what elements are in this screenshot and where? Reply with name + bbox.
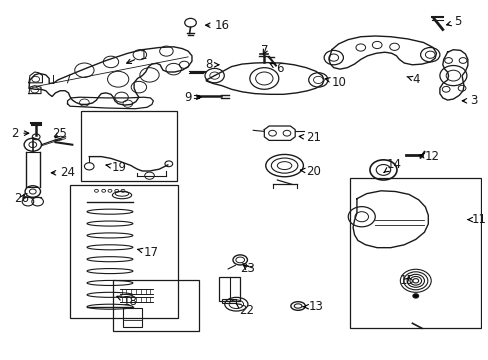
Text: 18: 18 xyxy=(117,295,138,308)
Text: 9: 9 xyxy=(184,91,201,104)
Bar xyxy=(123,308,142,327)
Text: 8: 8 xyxy=(204,58,219,71)
Text: 1: 1 xyxy=(126,49,147,63)
Text: 26: 26 xyxy=(15,192,29,204)
Bar xyxy=(70,185,178,318)
Bar xyxy=(81,111,176,181)
Text: 6: 6 xyxy=(269,62,283,75)
Text: 7: 7 xyxy=(261,44,268,57)
Bar xyxy=(113,280,199,331)
Text: 13: 13 xyxy=(303,300,323,313)
Text: 4: 4 xyxy=(406,73,419,86)
Text: 17: 17 xyxy=(138,246,159,259)
Circle shape xyxy=(412,294,418,298)
Text: 3: 3 xyxy=(461,94,477,107)
Bar xyxy=(219,277,239,301)
Text: 16: 16 xyxy=(205,19,229,32)
Text: 25: 25 xyxy=(52,127,67,140)
Text: 2: 2 xyxy=(11,127,29,140)
Text: 21: 21 xyxy=(299,131,321,144)
Text: 22: 22 xyxy=(235,303,253,317)
Text: 5: 5 xyxy=(446,15,461,28)
Text: 14: 14 xyxy=(383,158,401,172)
Text: 11: 11 xyxy=(467,213,486,226)
Text: 10: 10 xyxy=(325,76,346,89)
Text: 15: 15 xyxy=(399,274,413,287)
Text: 19: 19 xyxy=(106,161,127,174)
Bar xyxy=(222,299,236,303)
Text: 20: 20 xyxy=(300,165,321,177)
Bar xyxy=(349,178,480,328)
Text: 12: 12 xyxy=(418,150,439,163)
Text: 23: 23 xyxy=(240,262,255,275)
Text: 24: 24 xyxy=(51,166,75,179)
